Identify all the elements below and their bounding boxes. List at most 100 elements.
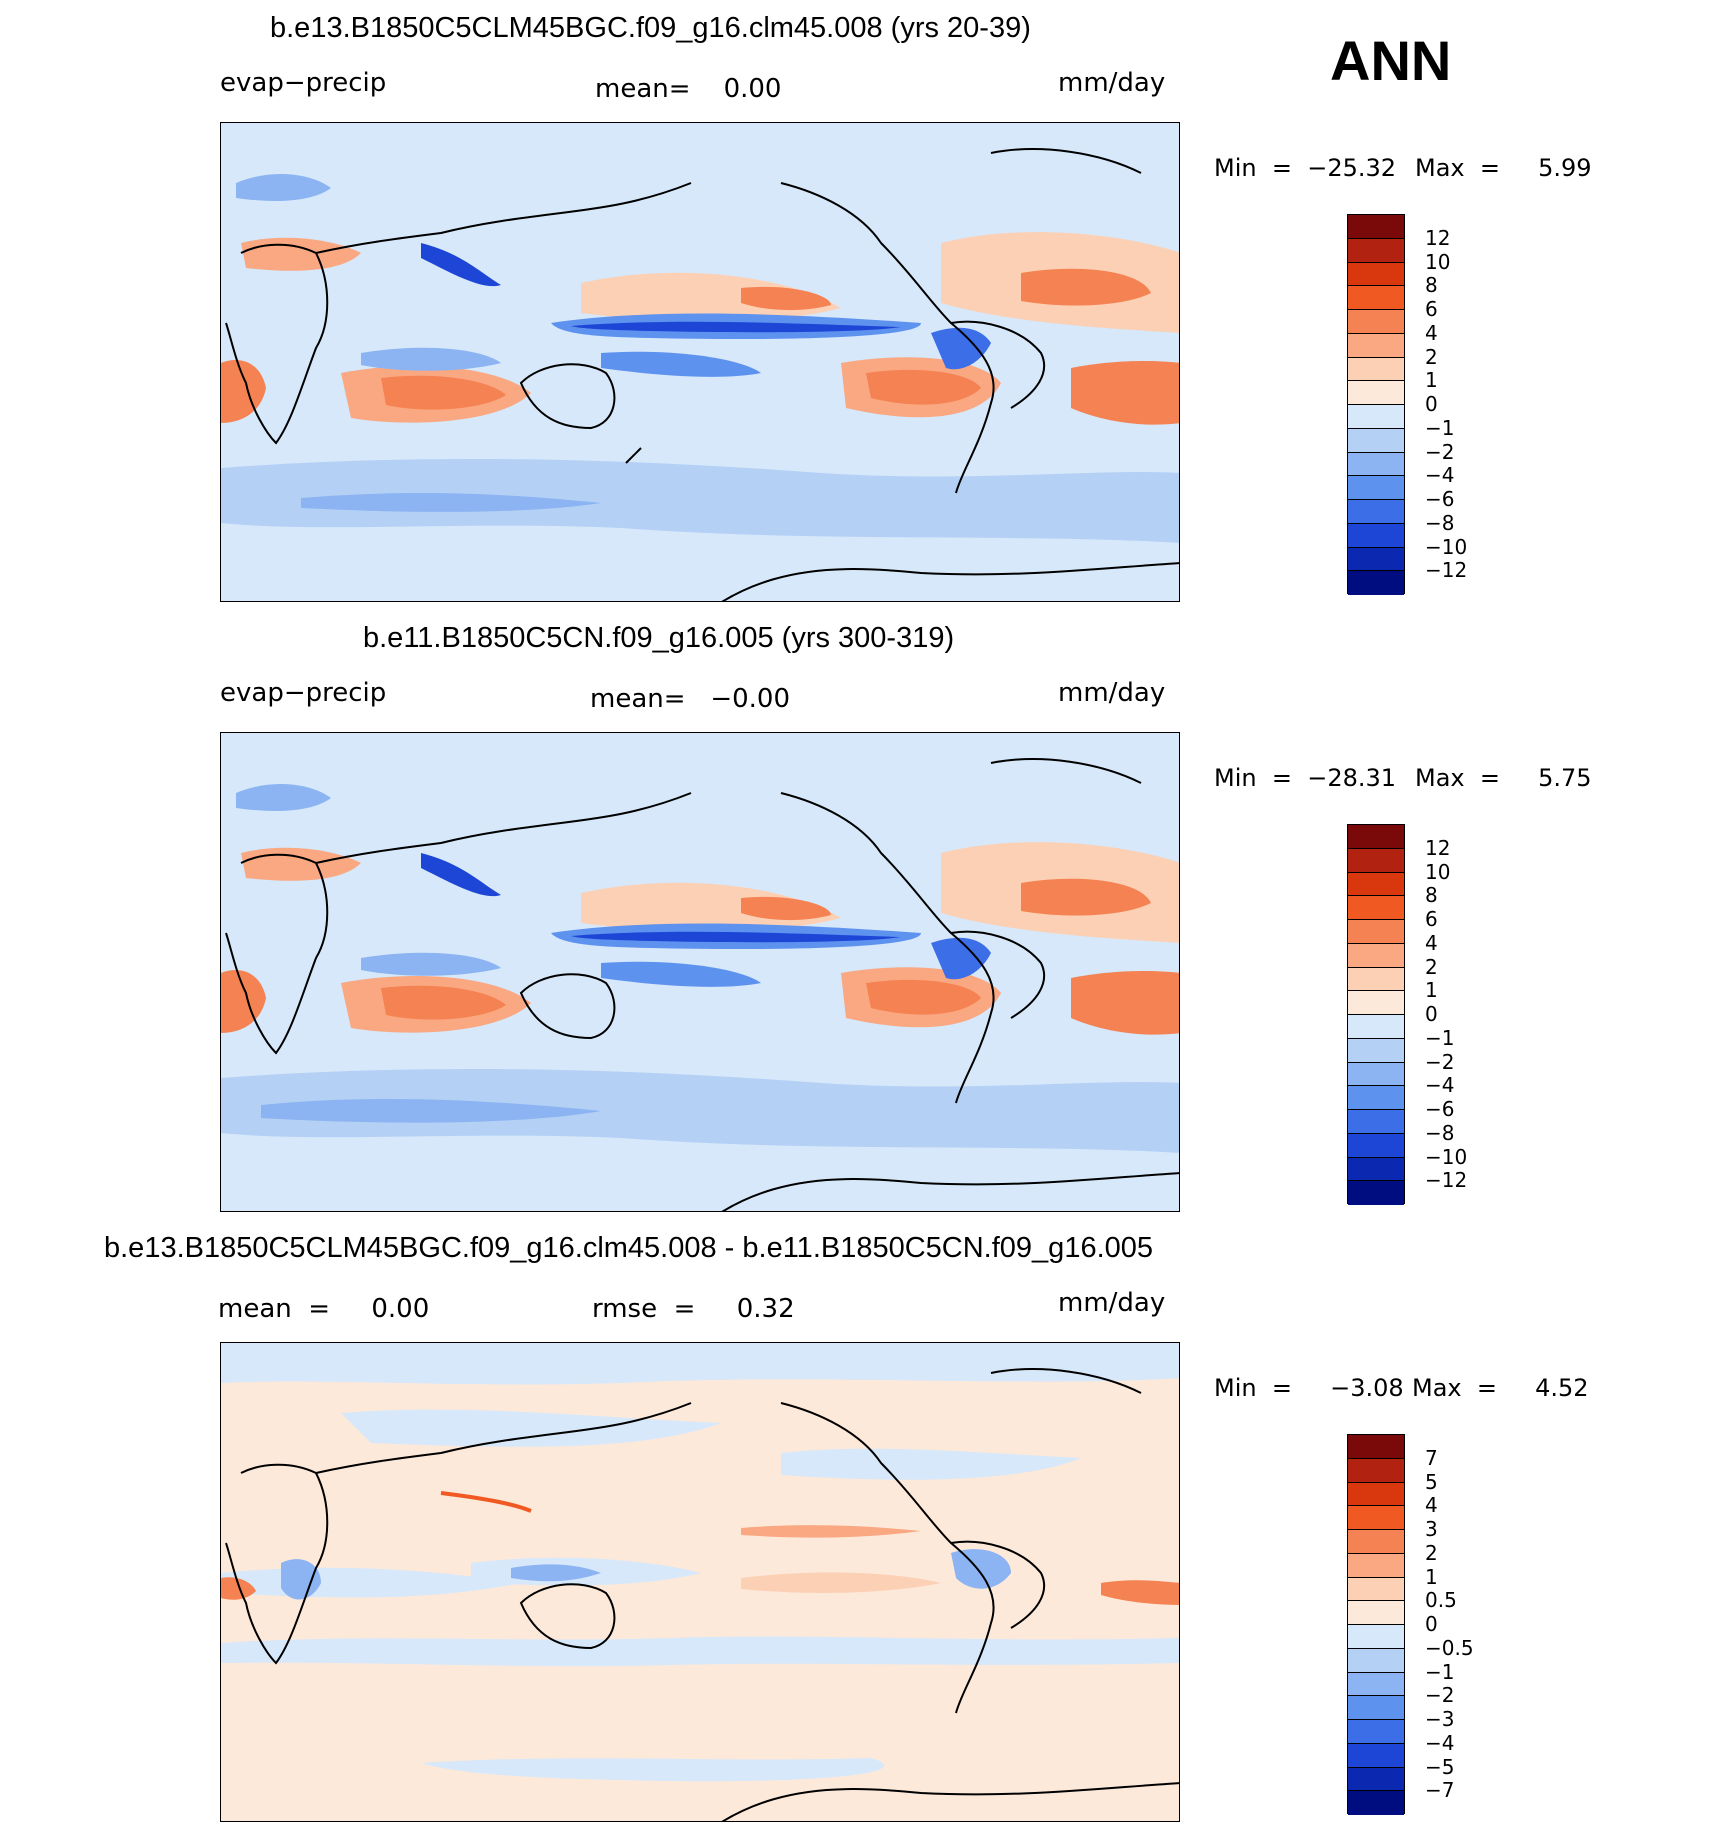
season-label: ANN [1330,29,1452,92]
colorbar-segment [1348,1720,1404,1744]
colorbar-tick-label: −6 [1425,487,1455,511]
colorbar-tick-label: −4 [1425,1073,1455,1098]
colorbar-segment [1348,405,1404,429]
panel-3-colorbar [1347,1434,1405,1815]
colorbar-tick-label: 0 [1425,1002,1438,1026]
colorbar-segment [1348,1791,1404,1815]
colorbar-tick-label: −1 [1425,1025,1455,1050]
panel-3-title: b.e13.B1850C5CLM45BGC.f09_g16.clm45.008 … [104,1232,1154,1264]
colorbar-tick-label: 1 [1425,1564,1438,1589]
colorbar-tick-label: 0.5 [1425,1588,1457,1613]
colorbar-tick-label: 10 [1425,249,1451,274]
colorbar-segment [1348,1696,1404,1720]
colorbar-segment [1348,238,1404,263]
colorbar-tick-label: −4 [1425,1730,1455,1755]
colorbar-segment [1348,1601,1404,1625]
colorbar-tick-label: −6 [1425,1097,1455,1121]
panel-1-min: Min = −25.32 [1214,154,1397,182]
colorbar-segment [1348,1506,1404,1530]
colorbar-tick-label: 12 [1425,225,1451,250]
panel-3-map [220,1342,1180,1822]
colorbar-segment [1348,896,1404,920]
panel-1-variable: evap−precip [220,68,387,98]
panel-2-min: Min = −28.31 [1214,764,1397,792]
colorbar-segment [1348,1038,1404,1063]
colorbar-tick-label: −2 [1425,439,1455,464]
colorbar-segment [1348,1435,1404,1459]
colorbar-tick-label: 4 [1425,320,1438,345]
colorbar-segment [1348,1133,1404,1158]
colorbar-tick-label: −12 [1425,1168,1468,1193]
panel-2-units: mm/day [1058,678,1166,708]
colorbar-tick-label: 2 [1425,1540,1438,1565]
colorbar-segment [1348,333,1404,358]
colorbar-tick-label: −10 [1425,1144,1468,1169]
colorbar-segment [1348,920,1404,944]
colorbar-tick-label: 7 [1425,1445,1438,1470]
panel-1-units: mm/day [1058,68,1166,98]
panel-2-map [220,732,1180,1212]
colorbar-tick-label: −1 [1425,415,1455,440]
colorbar-tick-label: 0 [1425,1612,1438,1636]
colorbar-tick-label: −2 [1425,1049,1455,1074]
colorbar-segment [1348,523,1404,548]
colorbar-tick-label: −12 [1425,558,1468,583]
panel-3-rmse: rmse = 0.32 [592,1294,795,1324]
colorbar-segment [1348,872,1404,897]
colorbar-segment [1348,428,1404,453]
colorbar-segment [1348,215,1404,239]
panel-3-mean: mean = 0.00 [218,1294,430,1324]
colorbar-tick-label: 10 [1425,859,1451,884]
colorbar-segment [1348,1672,1404,1697]
colorbar-segment [1348,310,1404,334]
panel-3-units: mm/day [1058,1288,1166,1318]
colorbar-segment [1348,286,1404,310]
colorbar-tick-label: 1 [1425,368,1438,393]
colorbar-segment [1348,1181,1404,1205]
colorbar-segment [1348,1577,1404,1602]
colorbar-tick-label: 8 [1425,273,1438,298]
colorbar-segment [1348,1767,1404,1792]
colorbar-tick-label: 5 [1425,1469,1438,1494]
colorbar-tick-label: −0.5 [1425,1635,1474,1660]
colorbar-segment [1348,1110,1404,1134]
colorbar-segment [1348,1743,1404,1768]
panel-1-max: Max = 5.99 [1415,154,1592,182]
panel-3-max: Max = 4.52 [1412,1374,1589,1402]
colorbar-tick-label: 8 [1425,883,1438,908]
panel-2-max: Max = 5.75 [1415,764,1592,792]
colorbar-segment [1348,262,1404,287]
colorbar-segment [1348,571,1404,595]
colorbar-segment [1348,825,1404,849]
colorbar-segment [1348,381,1404,405]
colorbar-segment [1348,1015,1404,1039]
panel-1-mean: mean= 0.00 [595,74,782,104]
colorbar-tick-label: 1 [1425,978,1438,1003]
colorbar-segment [1348,357,1404,382]
colorbar-tick-label: 12 [1425,835,1451,860]
colorbar-segment [1348,848,1404,873]
panel-1-colorbar [1347,214,1405,595]
panel-2-variable: evap−precip [220,678,387,708]
colorbar-segment [1348,1625,1404,1649]
colorbar-segment [1348,500,1404,524]
colorbar-segment [1348,1553,1404,1578]
panel-1-map [220,122,1180,602]
colorbar-tick-label: −8 [1425,1120,1455,1145]
colorbar-tick-label: 2 [1425,344,1438,369]
colorbar-segment [1348,452,1404,477]
colorbar-segment [1348,1062,1404,1087]
colorbar-tick-label: 6 [1425,297,1438,321]
colorbar-tick-label: −1 [1425,1659,1455,1684]
colorbar-segment [1348,547,1404,572]
panel-2-field [221,733,1179,1211]
colorbar-tick-label: 6 [1425,907,1438,931]
colorbar-segment [1348,1458,1404,1483]
panel-2-colorbar [1347,824,1405,1205]
colorbar-tick-label: 0 [1425,392,1438,416]
colorbar-segment [1348,1530,1404,1554]
colorbar-segment [1348,967,1404,992]
colorbar-segment [1348,1157,1404,1182]
colorbar-tick-label: 4 [1425,930,1438,955]
colorbar-tick-label: −4 [1425,463,1455,488]
